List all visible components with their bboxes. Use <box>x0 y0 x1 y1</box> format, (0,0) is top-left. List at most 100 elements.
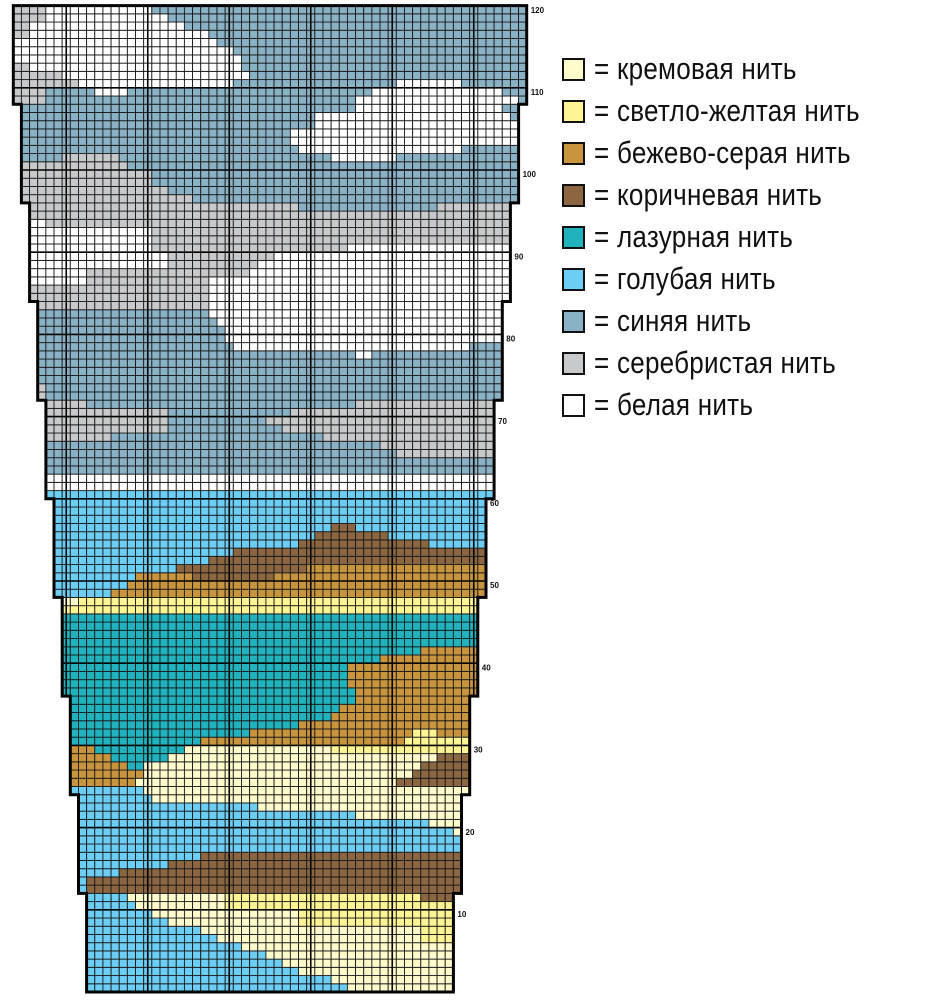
stitch-cell <box>159 547 169 557</box>
stitch-cell <box>183 876 194 886</box>
stitch-cell <box>216 457 226 467</box>
stitch-cell <box>69 596 79 607</box>
stitch-cell <box>110 399 120 409</box>
stitch-cell <box>167 350 177 360</box>
stitch-cell <box>110 416 120 426</box>
stitch-cell <box>241 720 251 730</box>
stitch-cell <box>135 728 145 738</box>
stitch-cell <box>355 539 365 549</box>
stitch-cell <box>135 613 145 623</box>
stitch-cell <box>110 843 120 853</box>
stitch-cell <box>436 646 446 656</box>
stitch-cell <box>135 572 145 582</box>
stitch-cell <box>363 720 373 730</box>
stitch-cell <box>404 687 414 697</box>
stitch-cell <box>86 514 96 524</box>
stitch-cell <box>273 498 283 508</box>
stitch-cell <box>167 580 177 590</box>
stitch-cell <box>461 539 471 549</box>
stitch-cell <box>404 728 414 738</box>
stitch-cell <box>192 506 202 516</box>
stitch-cell <box>314 605 324 615</box>
stitch-cell <box>135 892 145 903</box>
stitch-cell <box>298 679 308 689</box>
stitch-cell <box>159 276 169 286</box>
stitch-cell <box>135 736 145 746</box>
chart-row <box>37 317 503 327</box>
stitch-cell <box>395 309 405 319</box>
stitch-cell <box>200 728 210 738</box>
stitch-cell <box>371 621 381 631</box>
stitch-cell <box>232 547 242 557</box>
stitch-cell <box>216 720 226 730</box>
stitch-cell <box>53 235 63 245</box>
stitch-cell <box>338 358 348 368</box>
stitch-cell <box>404 227 414 237</box>
stitch-cell <box>159 843 169 853</box>
stitch-cell <box>412 301 422 311</box>
stitch-cell <box>355 449 365 459</box>
stitch-cell <box>118 251 128 261</box>
stitch-cell <box>249 629 259 639</box>
stitch-cell <box>289 440 299 450</box>
stitch-cell <box>110 268 120 278</box>
stitch-cell <box>371 613 381 623</box>
stitch-cell <box>200 449 210 459</box>
stitch-cell <box>208 350 218 360</box>
stitch-cell <box>135 794 145 804</box>
stitch-cell <box>151 301 161 311</box>
stitch-cell <box>412 268 422 278</box>
stitch-cell <box>412 917 422 927</box>
stitch-cell <box>183 333 194 344</box>
stitch-cell <box>289 934 299 944</box>
stitch-cell <box>461 432 471 442</box>
stitch-cell <box>94 523 104 533</box>
stitch-cell <box>192 687 202 697</box>
stitch-cell <box>86 342 96 352</box>
stitch-cell <box>485 268 495 278</box>
stitch-cell <box>110 366 120 376</box>
stitch-cell <box>216 629 226 639</box>
stitch-cell <box>346 958 357 968</box>
stitch-cell <box>159 539 169 549</box>
stitch-cell <box>322 375 332 385</box>
stitch-cell <box>86 629 96 639</box>
stitch-cell <box>355 966 365 977</box>
stitch-cell <box>371 523 381 533</box>
stitch-cell <box>322 901 332 911</box>
stitch-cell <box>126 794 136 804</box>
stitch-cell <box>330 333 340 344</box>
stitch-cell <box>355 555 365 566</box>
stitch-cell <box>371 514 381 524</box>
stitch-cell <box>338 325 348 335</box>
stitch-cell <box>412 802 422 812</box>
stitch-cell <box>281 621 291 631</box>
stitch-cell <box>167 662 177 672</box>
stitch-cell <box>412 292 422 302</box>
stitch-cell <box>232 966 242 977</box>
stitch-cell <box>94 259 104 270</box>
stitch-cell <box>289 235 299 245</box>
stitch-cell <box>216 547 226 557</box>
stitch-cell <box>175 399 185 409</box>
stitch-cell <box>314 818 324 829</box>
stitch-cell <box>102 942 112 952</box>
stitch-cell <box>53 284 63 294</box>
stitch-cell <box>257 342 267 352</box>
stitch-cell <box>420 761 430 771</box>
stitch-cell <box>420 703 430 713</box>
chart-row <box>37 309 503 319</box>
stitch-cell <box>289 654 299 664</box>
stitch-cell <box>265 876 275 886</box>
stitch-cell <box>86 457 96 467</box>
stitch-cell <box>135 481 145 492</box>
stitch-cell <box>135 588 145 598</box>
stitch-cell <box>298 662 308 672</box>
stitch-cell <box>69 555 79 566</box>
stitch-cell <box>265 950 275 960</box>
stitch-cell <box>200 925 210 935</box>
stitch-cell <box>257 506 267 516</box>
stitch-cell <box>102 884 112 894</box>
stitch-cell <box>232 514 242 524</box>
stitch-cell <box>281 251 291 261</box>
